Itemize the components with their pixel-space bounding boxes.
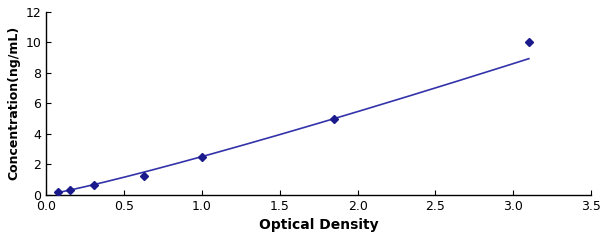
X-axis label: Optical Density: Optical Density <box>259 218 379 232</box>
Y-axis label: Concentration(ng/mL): Concentration(ng/mL) <box>7 26 20 180</box>
